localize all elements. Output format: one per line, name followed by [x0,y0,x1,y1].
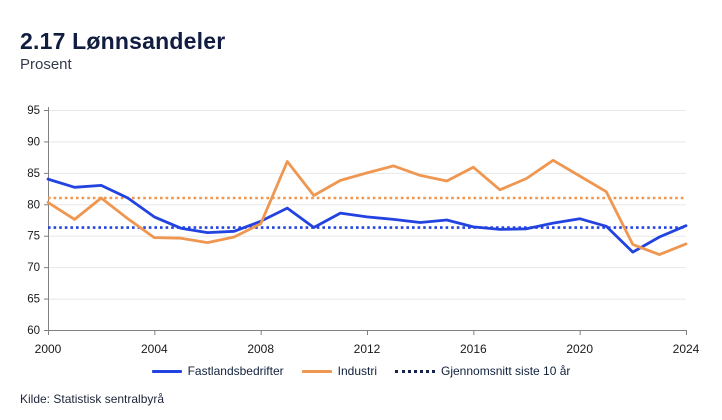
source-note: Kilde: Statistisk sentralbyrå [20,392,165,406]
x-tick-label: 2004 [141,342,168,356]
y-tick-label: 70 [27,262,40,274]
legend-item-gjennomsnitt: Gjennomsnitt siste 10 år [395,364,570,378]
figure-title: 2.17 Lønnsandeler [20,28,226,54]
y-tick-label: 65 [27,294,40,306]
industri-line-swatch-icon [301,369,332,373]
x-tick-label: 2016 [460,342,487,356]
legend-label: Fastlandsbedrifter [187,364,284,378]
y-tick-label: 75 [27,231,40,243]
chart-legend: Fastlandsbedrifter Industri Gjennomsnitt… [0,362,722,380]
y-tick-label: 85 [27,168,40,180]
figure-subtitle: Prosent [20,56,72,73]
x-tick-label: 2000 [35,342,62,356]
y-tick-label: 90 [27,136,40,148]
x-tick-label: 2024 [673,342,700,356]
x-tick-label: 2020 [566,342,593,356]
legend-item-industri: Industri [301,364,377,378]
legend-label: Industri [337,364,377,378]
x-tick-label: 2008 [247,342,274,356]
y-tick-label: 95 [27,105,40,117]
legend-item-fastlandsbedrifter: Fastlandsbedrifter [151,364,284,378]
fastlandsbedrifter-line-swatch-icon [151,369,182,373]
series-industri [46,158,688,257]
y-tick-label: 60 [27,325,40,337]
dotted-line-swatch-icon [395,369,435,373]
legend-label: Gjennomsnitt siste 10 år [441,364,571,378]
x-tick-label: 2012 [354,342,381,356]
y-axis: 60 65 70 75 80 85 90 95 [27,105,49,337]
series-fastlandsbedrifter [46,177,688,254]
gridlines [48,110,686,300]
x-axis: 2000 2004 2008 2012 2016 2020 2024 [35,330,700,356]
y-tick-label: 80 [27,199,40,211]
